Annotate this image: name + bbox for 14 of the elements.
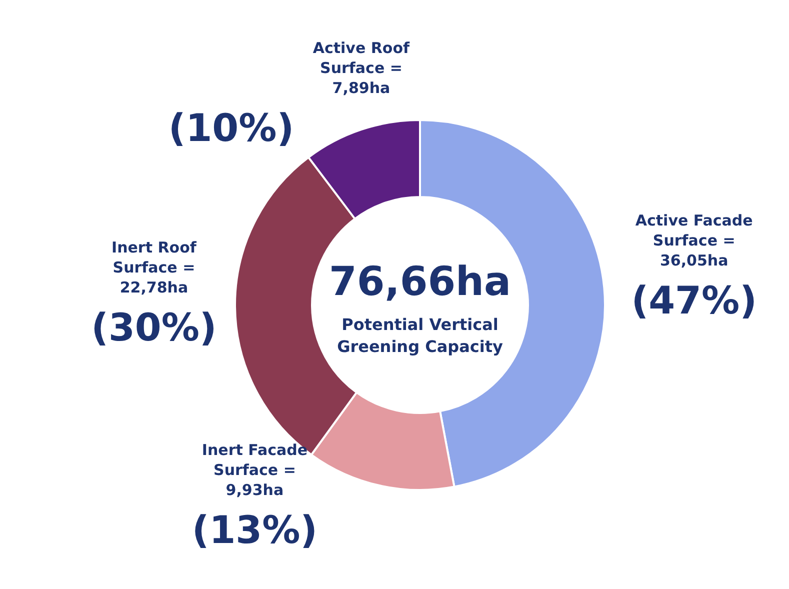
text: (13%) [192,508,318,552]
text: Potential Vertical Greening Capacity [337,315,504,356]
text: (47%) [631,278,757,322]
text: (10%) [168,106,294,150]
text: 76,66ha [329,259,511,305]
data-label: 7,89ha [332,79,390,97]
data-label: 9,93ha [226,481,284,499]
slice-label: Active Facade Surface = [635,211,753,250]
slice-label: Inert Facade Surface = [202,441,308,479]
data-label: 36,05ha [660,251,728,270]
text: (30%) [91,306,217,350]
slice-label: Active Roof Surface = [312,39,410,77]
data-label: 22,78ha [120,278,188,297]
slice-label: Inert Roof Surface = [111,238,197,277]
